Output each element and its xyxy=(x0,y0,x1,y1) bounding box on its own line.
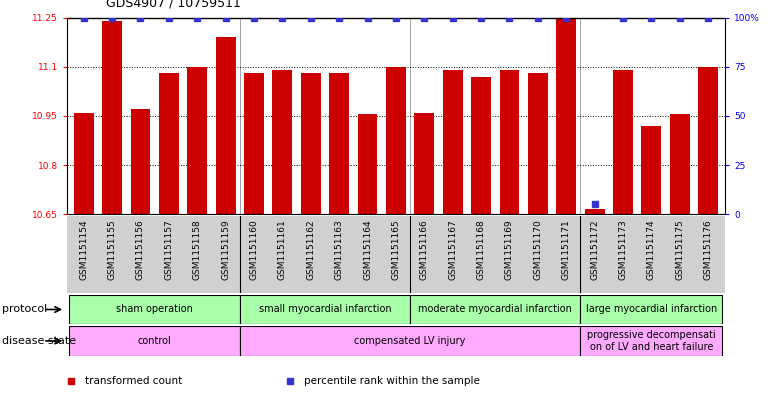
Bar xyxy=(386,67,406,214)
Bar xyxy=(471,77,491,214)
Text: moderate myocardial infarction: moderate myocardial infarction xyxy=(419,305,572,314)
Text: GSM1151175: GSM1151175 xyxy=(675,219,684,280)
Text: sham operation: sham operation xyxy=(116,305,193,314)
Bar xyxy=(240,326,580,356)
Text: large myocardial infarction: large myocardial infarction xyxy=(586,305,717,314)
Text: GSM1151172: GSM1151172 xyxy=(590,219,599,280)
Bar xyxy=(130,109,151,214)
Text: GSM1151162: GSM1151162 xyxy=(307,219,315,280)
Bar xyxy=(216,37,235,214)
Bar xyxy=(70,326,240,356)
Bar xyxy=(528,73,548,214)
Text: disease state: disease state xyxy=(2,336,76,346)
Bar xyxy=(240,295,410,324)
Bar xyxy=(358,114,377,214)
Text: GSM1151157: GSM1151157 xyxy=(165,219,173,280)
Bar xyxy=(499,70,519,214)
Text: GSM1151155: GSM1151155 xyxy=(107,219,117,280)
Text: GSM1151169: GSM1151169 xyxy=(505,219,514,280)
Bar xyxy=(74,113,93,214)
Text: GSM1151167: GSM1151167 xyxy=(448,219,457,280)
Bar xyxy=(159,73,179,214)
Text: GSM1151168: GSM1151168 xyxy=(477,219,485,280)
Text: GSM1151158: GSM1151158 xyxy=(193,219,201,280)
Text: GSM1151173: GSM1151173 xyxy=(619,219,627,280)
Text: GSM1151165: GSM1151165 xyxy=(391,219,401,280)
Bar xyxy=(585,209,604,214)
Text: compensated LV injury: compensated LV injury xyxy=(354,336,466,346)
Text: progressive decompensati
on of LV and heart failure: progressive decompensati on of LV and he… xyxy=(587,330,716,352)
Bar xyxy=(557,18,576,214)
Text: GSM1151161: GSM1151161 xyxy=(278,219,287,280)
Text: GSM1151156: GSM1151156 xyxy=(136,219,145,280)
Text: transformed count: transformed count xyxy=(85,376,182,386)
Bar xyxy=(415,113,434,214)
Bar xyxy=(699,67,718,214)
Text: GSM1151164: GSM1151164 xyxy=(363,219,372,280)
Bar xyxy=(641,126,662,214)
Text: control: control xyxy=(138,336,172,346)
Text: GSM1151160: GSM1151160 xyxy=(249,219,259,280)
Text: GSM1151154: GSM1151154 xyxy=(79,219,88,280)
Bar xyxy=(613,70,633,214)
Text: GSM1151166: GSM1151166 xyxy=(419,219,429,280)
Bar xyxy=(102,21,122,214)
Bar xyxy=(187,67,207,214)
Text: GSM1151170: GSM1151170 xyxy=(533,219,543,280)
Text: GSM1151163: GSM1151163 xyxy=(335,219,343,280)
Bar xyxy=(329,73,349,214)
Text: GSM1151171: GSM1151171 xyxy=(562,219,571,280)
Text: percentile rank within the sample: percentile rank within the sample xyxy=(304,376,480,386)
Bar xyxy=(580,295,722,324)
Bar xyxy=(443,70,463,214)
Bar xyxy=(670,114,690,214)
Bar xyxy=(70,295,240,324)
Text: GSM1151174: GSM1151174 xyxy=(647,219,656,280)
Bar xyxy=(410,295,580,324)
Text: GSM1151176: GSM1151176 xyxy=(704,219,713,280)
Bar xyxy=(244,73,264,214)
Bar xyxy=(301,73,321,214)
Text: protocol: protocol xyxy=(2,305,47,314)
Text: GSM1151159: GSM1151159 xyxy=(221,219,230,280)
Bar xyxy=(580,326,722,356)
Bar xyxy=(272,70,292,214)
Text: GDS4907 / 10759511: GDS4907 / 10759511 xyxy=(106,0,241,10)
Text: small myocardial infarction: small myocardial infarction xyxy=(259,305,391,314)
